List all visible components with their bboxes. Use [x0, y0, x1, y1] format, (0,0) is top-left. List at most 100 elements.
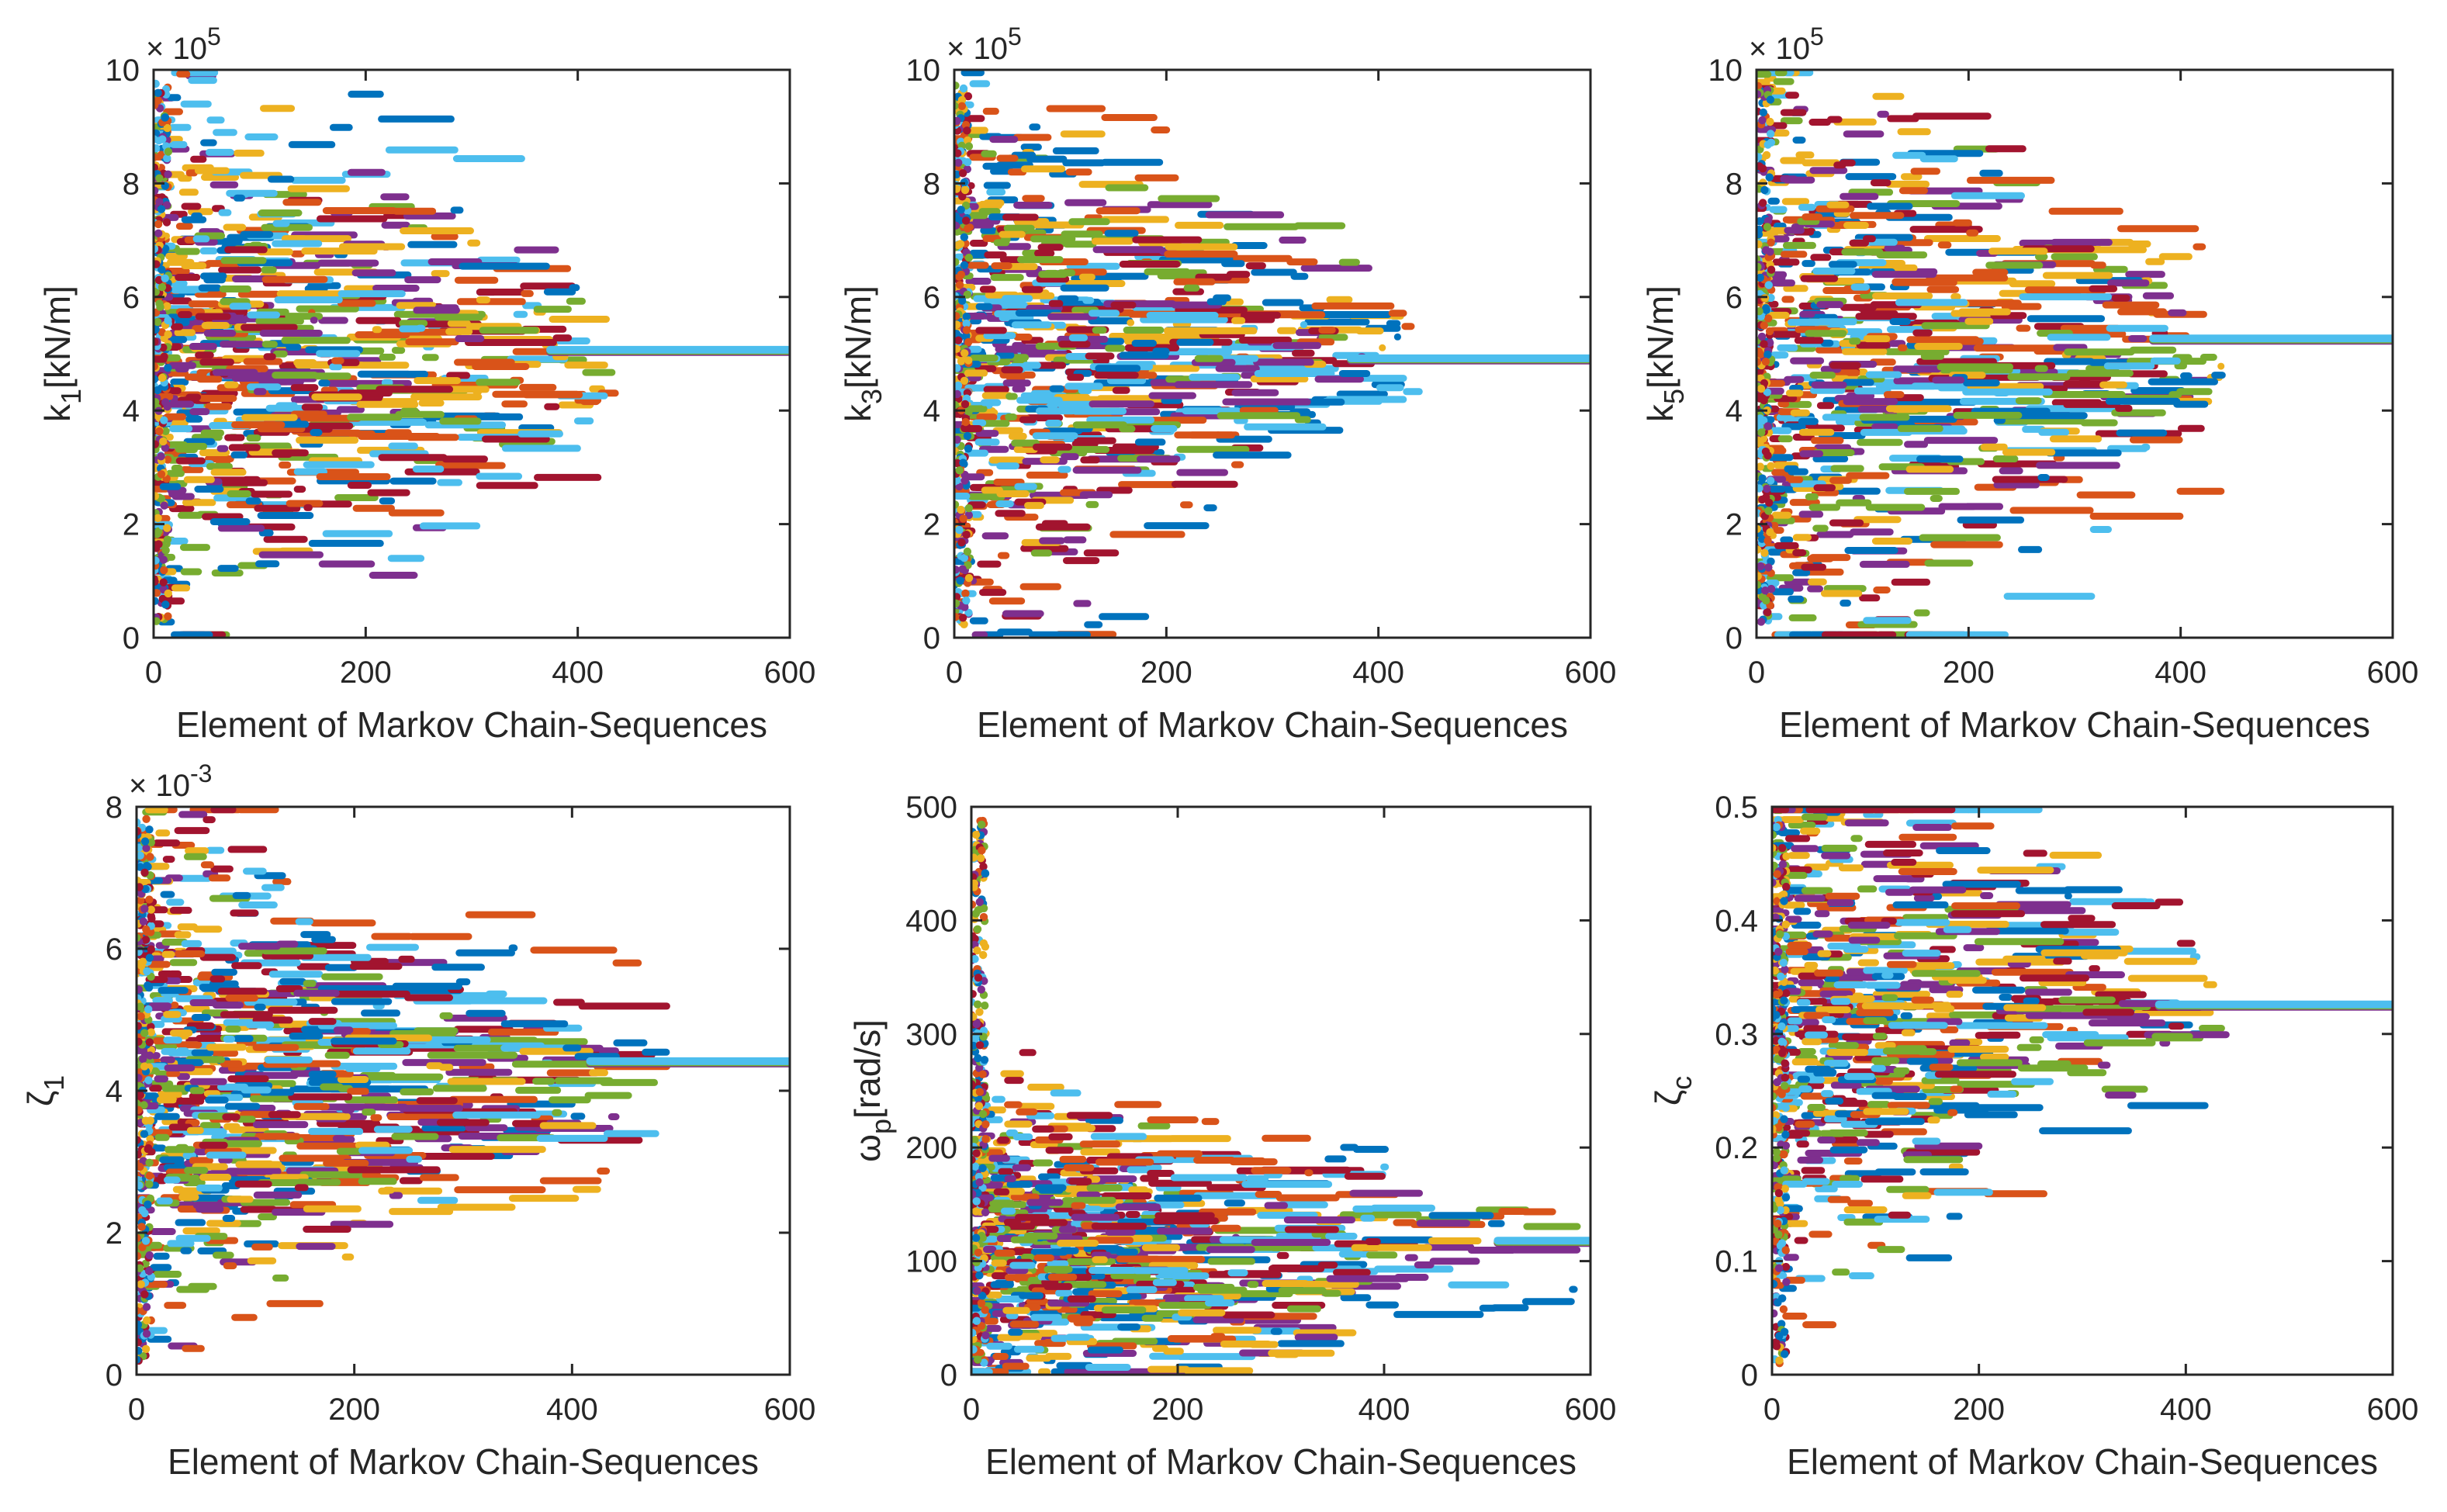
burn-in-point [139, 1054, 147, 1064]
burn-in-point [144, 1076, 153, 1085]
burn-in-point [137, 1091, 144, 1099]
burn-in-point [954, 344, 961, 353]
burn-in-point [137, 1280, 145, 1289]
burn-in-point [147, 905, 155, 914]
burn-in-point [154, 530, 161, 538]
burn-in-point [964, 142, 974, 151]
burn-in-point [959, 614, 967, 622]
burn-in-point [1763, 350, 1772, 359]
burn-in-point [1760, 185, 1769, 195]
burn-in-point [137, 1002, 145, 1011]
axes-box [152, 68, 791, 639]
y-tick-label: 4 [123, 394, 140, 428]
y-tick-label: 2 [1725, 508, 1743, 542]
x-tick-label: 0 [1748, 656, 1765, 690]
burn-in-point [964, 92, 973, 101]
burn-in-point [954, 158, 963, 167]
burn-in-point [147, 838, 155, 847]
burn-in-point [147, 945, 155, 953]
burn-in-point [164, 589, 172, 598]
burn-in-point [954, 593, 961, 601]
burn-in-point [1761, 586, 1770, 595]
burn-in-point [138, 1206, 147, 1215]
x-axis-label: Element of Markov Chain-Sequences [176, 704, 767, 745]
burn-in-point [1757, 420, 1763, 429]
burn-in-point [145, 825, 154, 834]
burn-in-point [960, 376, 969, 385]
y-tick-label: 6 [106, 932, 123, 967]
burn-in-point [157, 373, 167, 382]
y-tick-label: 8 [1725, 167, 1743, 201]
burn-in-point [161, 600, 170, 609]
burn-in-point [963, 547, 972, 556]
burn-in-point [963, 290, 972, 299]
burn-in-point [140, 1029, 149, 1037]
burn-in-point [164, 612, 172, 621]
burn-in-point [154, 589, 161, 597]
burn-in-point [141, 1116, 151, 1125]
burn-in-point [164, 364, 172, 372]
burn-in-point [144, 983, 154, 992]
burn-in-point [962, 319, 971, 328]
burn-in-point [160, 501, 168, 510]
burn-in-point [960, 400, 970, 409]
burn-in-point [137, 1320, 143, 1329]
burn-in-point [1757, 562, 1765, 571]
burn-in-point [145, 895, 154, 904]
burn-in-point [154, 220, 163, 229]
x-axis-label: Element of Markov Chain-Sequences [1779, 704, 2370, 745]
x-tick-label: 400 [1352, 656, 1404, 690]
burn-in-point [156, 303, 164, 311]
y-tick-label: 6 [1725, 281, 1743, 315]
burn-in-point [142, 844, 151, 853]
burn-in-point [963, 224, 972, 233]
burn-in-point [1763, 388, 1771, 396]
burn-in-point [163, 123, 171, 133]
burn-in-point [154, 398, 160, 407]
y-scale-factor: × 105 [1749, 22, 1824, 66]
burn-in-point [1766, 95, 1775, 104]
burn-in-point [154, 541, 160, 549]
burn-in-point [154, 186, 159, 195]
burn-in-point [144, 1267, 154, 1275]
burn-in-point [960, 185, 970, 195]
burn-in-point [1757, 262, 1762, 272]
burn-in-point [958, 192, 967, 201]
burn-in-point [1762, 151, 1771, 160]
burn-in-point [960, 261, 969, 269]
burn-in-point [954, 320, 961, 329]
burn-in-point [957, 206, 965, 214]
burn-in-point [954, 185, 961, 193]
x-tick-label: 0 [128, 1393, 145, 1427]
y-tick-label: 4 [1725, 394, 1743, 428]
burn-in-point [157, 452, 165, 461]
burn-in-point [157, 205, 166, 213]
burn-in-point [140, 1290, 149, 1299]
burn-in-point [141, 1237, 151, 1245]
burn-in-point [154, 317, 162, 327]
burn-in-point [1757, 153, 1763, 161]
burn-in-point [154, 440, 159, 448]
burn-in-point [157, 328, 167, 337]
y-axis-label: ζ1 [20, 1075, 70, 1106]
burn-in-point [960, 476, 969, 485]
burn-in-point [1758, 116, 1767, 125]
y-tick-label: 10 [906, 54, 941, 88]
burn-in-point [137, 947, 143, 957]
burn-in-point [154, 556, 160, 565]
burn-in-point [957, 505, 965, 514]
burn-in-point [1758, 495, 1767, 504]
y-scale-factor: × 105 [947, 22, 1022, 66]
chain-marks [971, 816, 1590, 1375]
x-tick-label: 400 [546, 1393, 598, 1427]
burn-in-point [159, 555, 168, 564]
burn-in-point [963, 157, 972, 167]
burn-in-point [964, 445, 973, 453]
chain-marks [954, 70, 1590, 638]
y-tick-label: 8 [106, 791, 123, 825]
burn-in-point [158, 135, 167, 144]
burn-in-point [1757, 580, 1762, 589]
x-axis-label: Element of Markov Chain-Sequences [977, 704, 1568, 745]
burn-in-point [1757, 230, 1763, 239]
